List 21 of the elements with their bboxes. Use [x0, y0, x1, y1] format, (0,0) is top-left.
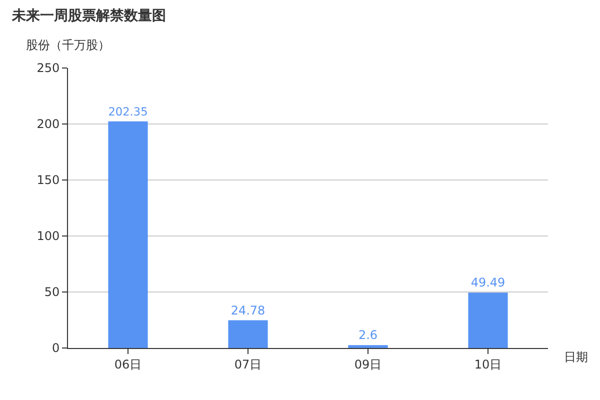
y-tick-label: 150 — [36, 173, 60, 188]
data-label: 49.49 — [470, 276, 506, 290]
x-tick-label: 07日 — [234, 357, 262, 372]
chart-title: 未来一周股票解禁数量图 — [11, 8, 166, 24]
x-axis-title: 日期 — [564, 350, 588, 364]
x-tick-label: 09日 — [354, 357, 382, 372]
y-tick-label: 100 — [36, 229, 60, 244]
bar — [348, 345, 388, 348]
bar — [228, 320, 268, 348]
data-label: 24.78 — [230, 303, 266, 318]
x-tick-label: 06日 — [114, 357, 142, 372]
y-tick-label: 50 — [44, 285, 60, 300]
bar — [468, 292, 508, 348]
y-tick-label: 200 — [36, 117, 60, 132]
y-tick-label: 250 — [36, 61, 60, 76]
data-label: 2.6 — [358, 328, 378, 342]
data-label: 202.35 — [108, 106, 148, 119]
bar — [108, 121, 148, 348]
y-tick-label: 0 — [52, 341, 60, 356]
y-axis-title: 股份（千万股） — [26, 38, 110, 52]
x-tick-label: 10日 — [474, 357, 502, 372]
